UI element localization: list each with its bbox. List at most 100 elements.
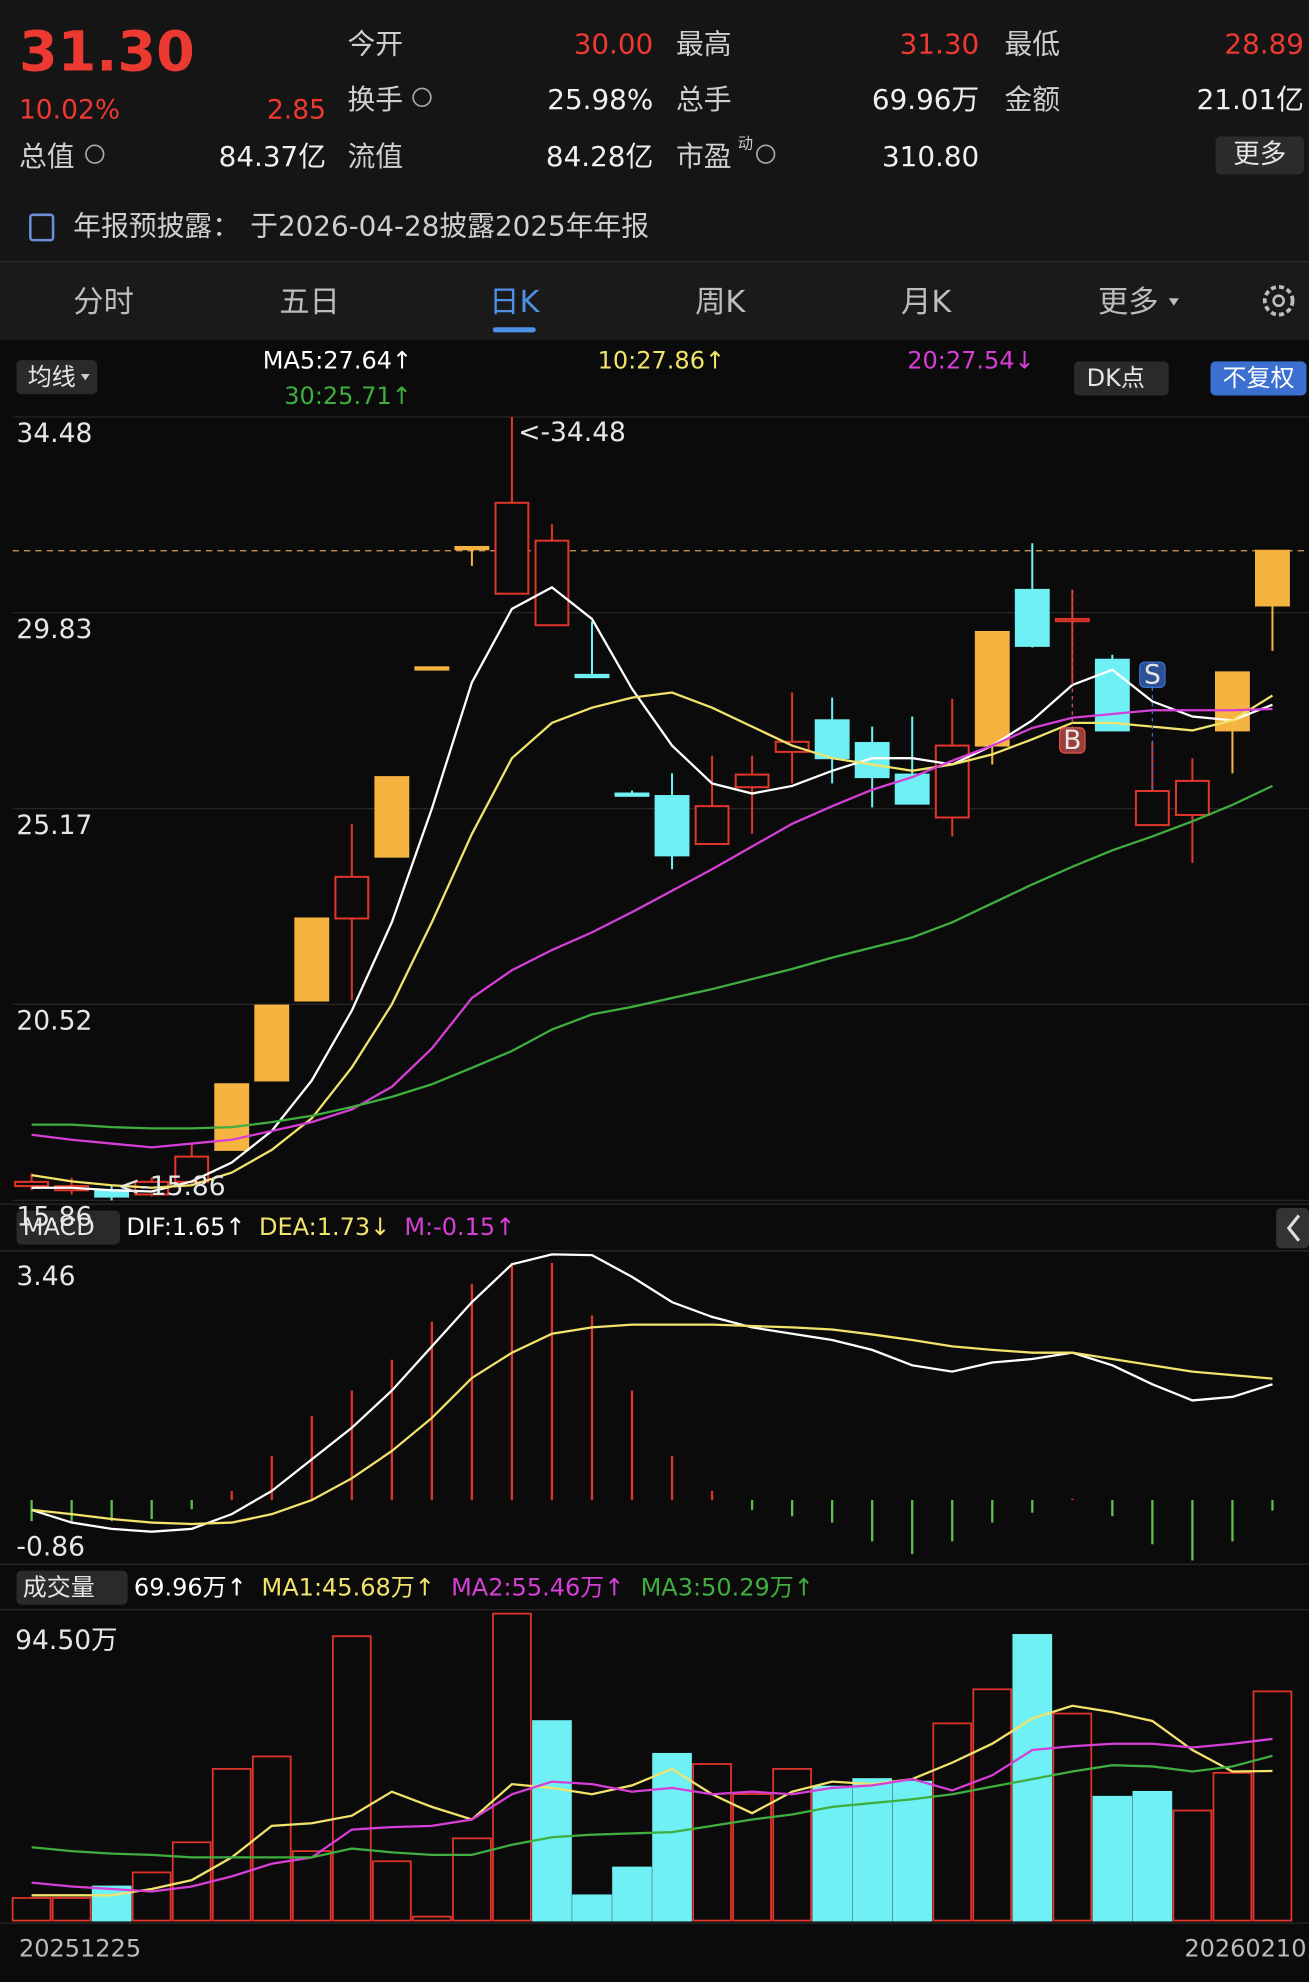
ma-label: MA5:27.64↑ [263, 346, 412, 374]
macd-line [31, 1323, 1273, 1526]
date-label: 20251225 [19, 1935, 141, 1963]
candle-body [414, 666, 450, 671]
candle-body [254, 1004, 290, 1082]
volume-bar [572, 1894, 612, 1922]
indicator-button[interactable] [16, 360, 98, 395]
volume-bar [131, 1871, 172, 1922]
tab[interactable]: 分时 [73, 285, 134, 320]
trade-marker-label: B [1063, 725, 1081, 756]
macd-button[interactable] [16, 1210, 121, 1245]
dk-button[interactable] [1073, 361, 1169, 396]
field-label: 金额 [1004, 83, 1060, 116]
field-label: 市盈 [676, 140, 732, 173]
field-value: 28.89 [1224, 28, 1304, 61]
volume-bar [331, 1635, 372, 1922]
collapse-icon [1286, 1214, 1301, 1242]
trade-marker [1059, 727, 1086, 754]
collapse-button[interactable] [1276, 1207, 1309, 1249]
volume-bar [11, 1897, 52, 1922]
volume-label: MA3:50.29万↑ [641, 1573, 814, 1601]
volume-bar [452, 1837, 492, 1922]
candle-body [654, 795, 690, 857]
candle-body [734, 773, 770, 789]
candle-body [614, 792, 650, 797]
volume-bar [251, 1755, 292, 1922]
notice-title: 年报预披露： [73, 209, 240, 242]
candle-body [1214, 671, 1250, 732]
y-tick-label: 34.48 [16, 418, 92, 449]
volume-label: MA1:45.68万↑ [262, 1573, 435, 1601]
tab[interactable]: 更多 [1098, 285, 1159, 320]
volume-bar [692, 1763, 732, 1922]
ma-line [31, 691, 1274, 1189]
volume-bar [91, 1885, 132, 1922]
field-label: 最高 [676, 28, 732, 61]
volume-label: MA2:55.46万↑ [451, 1573, 624, 1601]
indicator-button-label: 均线 [28, 363, 76, 391]
field-value: 310.80 [882, 140, 979, 173]
change: 2.85 [267, 95, 326, 126]
ma-line [31, 784, 1273, 1130]
ma-line [31, 707, 1273, 1149]
volume-bar [1252, 1690, 1293, 1922]
field-value: 30.00 [574, 28, 654, 61]
volume-bar [412, 1915, 452, 1922]
more-button[interactable] [1215, 136, 1304, 175]
volume-bar [772, 1768, 812, 1922]
volume-bar [1212, 1771, 1253, 1922]
volume-bar [1172, 1809, 1213, 1922]
field-value: 84.37亿 [219, 140, 326, 173]
notice-icon [29, 213, 55, 242]
volume-ma-line [31, 1737, 1273, 1893]
candle-body [374, 776, 410, 858]
candle-body [774, 740, 810, 753]
candle-body [694, 805, 730, 846]
info-icon[interactable] [85, 144, 105, 164]
tab[interactable]: 周K [695, 285, 746, 320]
candle-body [494, 501, 530, 595]
adjust-button[interactable] [1210, 361, 1307, 396]
volume-button[interactable] [16, 1570, 128, 1605]
dropdown-arrow [80, 374, 90, 381]
volume-button-label: 成交量 [23, 1573, 95, 1601]
info-icon[interactable] [412, 87, 432, 107]
info-icon[interactable] [756, 144, 776, 164]
y-tick-label: 29.83 [16, 614, 92, 645]
candle-body [574, 673, 610, 679]
volume-label: 69.96万↑ [134, 1573, 247, 1601]
tab-underline [492, 327, 536, 333]
adjust-button-label: 不复权 [1222, 364, 1294, 392]
tab-active[interactable]: 日K [489, 285, 540, 320]
ma-label: 10:27.86↑ [598, 346, 725, 374]
field-value: 21.01亿 [1197, 83, 1304, 116]
candle-body [534, 539, 570, 627]
volume-bar [51, 1897, 92, 1922]
volume-bar [291, 1850, 332, 1922]
volume-bar [372, 1860, 412, 1922]
y-tick-label: 94.50万 [15, 1625, 117, 1656]
tab[interactable]: 月K [901, 285, 952, 320]
candle-body [454, 545, 490, 551]
macd-label: DIF:1.65↑ [126, 1213, 245, 1241]
field-value: 69.96万 [872, 83, 979, 116]
notice-text[interactable]: 于2026-04-28披露2025年年报 [250, 209, 649, 242]
volume-bar [972, 1688, 1013, 1922]
volume-bar [892, 1780, 933, 1922]
trade-marker-label: S [1144, 660, 1161, 691]
y-tick-label: 15.86 [16, 1202, 92, 1233]
settings-icon[interactable] [1262, 284, 1295, 317]
candle-body [294, 917, 330, 1002]
y-tick-label: 20.52 [16, 1005, 92, 1036]
low-label: <-15.86 [118, 1171, 226, 1202]
volume-bar [652, 1752, 692, 1922]
macd-label: M:-0.15↑ [404, 1213, 515, 1241]
candle-body [974, 630, 1010, 747]
candle-body [1014, 588, 1050, 647]
volume-bar [1132, 1790, 1173, 1922]
candle-body [14, 1180, 50, 1188]
ma-label: 20:27.54↓ [907, 346, 1034, 374]
tab[interactable]: 五日 [279, 285, 340, 320]
